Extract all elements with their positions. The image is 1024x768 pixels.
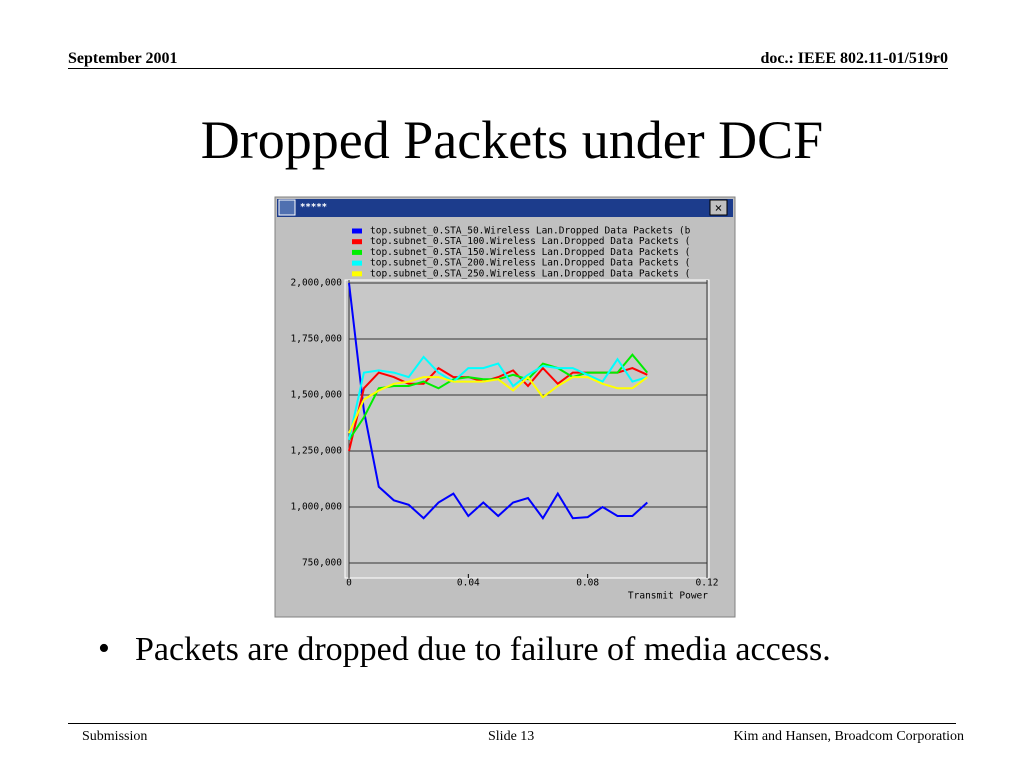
plot-area [344,279,710,579]
legend-swatch [352,239,362,245]
legend-swatch [352,271,362,277]
y-tick-label: 1,750,000 [291,334,343,345]
close-x: ✕ [715,201,722,215]
window-icon [278,199,296,216]
footer-center: Slide 13 [488,729,535,744]
footer-left: Submission [82,729,148,744]
series-line [348,355,648,441]
header-rule [68,68,948,69]
series-line [348,375,648,434]
x-tick-label: 0.04 [457,578,480,589]
y-tick-label: 750,000 [302,558,342,569]
x-tick-label: 0.08 [576,578,599,589]
x-axis-label: Transmit Power [628,591,708,602]
legend-label: top.subnet_0.STA_250.Wireless Lan.Droppe… [370,268,690,279]
x-tick-label: 0.12 [696,578,719,589]
slide-title: Dropped Packets under DCF [200,110,824,170]
x-tick-label: 0 [346,578,352,589]
footer-rule [68,723,956,724]
header-doc: doc.: IEEE 802.11-01/519r0 [760,50,948,67]
legend-swatch [352,260,362,266]
legend-label: top.subnet_0.STA_50.Wireless Lan.Dropped… [370,226,691,237]
title-bar [277,199,733,217]
legend-swatch [352,249,362,255]
bullet-dot: • [98,630,110,667]
close-button[interactable] [709,199,728,216]
window-title: ***** [300,203,327,213]
y-tick-label: 1,250,000 [291,446,343,457]
footer-right: Kim and Hansen, Broadcom Corporation [733,729,964,744]
y-tick-label: 1,000,000 [291,502,343,513]
legend-label: top.subnet_0.STA_150.Wireless Lan.Droppe… [370,247,690,258]
legend-swatch [352,228,362,234]
legend-label: top.subnet_0.STA_200.Wireless Lan.Droppe… [370,258,690,269]
header-date: September 2001 [68,50,178,67]
y-tick-label: 2,000,000 [291,278,343,289]
y-tick-label: 1,500,000 [291,390,343,401]
legend-label: top.subnet_0.STA_100.Wireless Lan.Droppe… [370,236,690,247]
bullet-text: Packets are dropped due to failure of me… [135,631,831,668]
series-line [348,282,648,520]
